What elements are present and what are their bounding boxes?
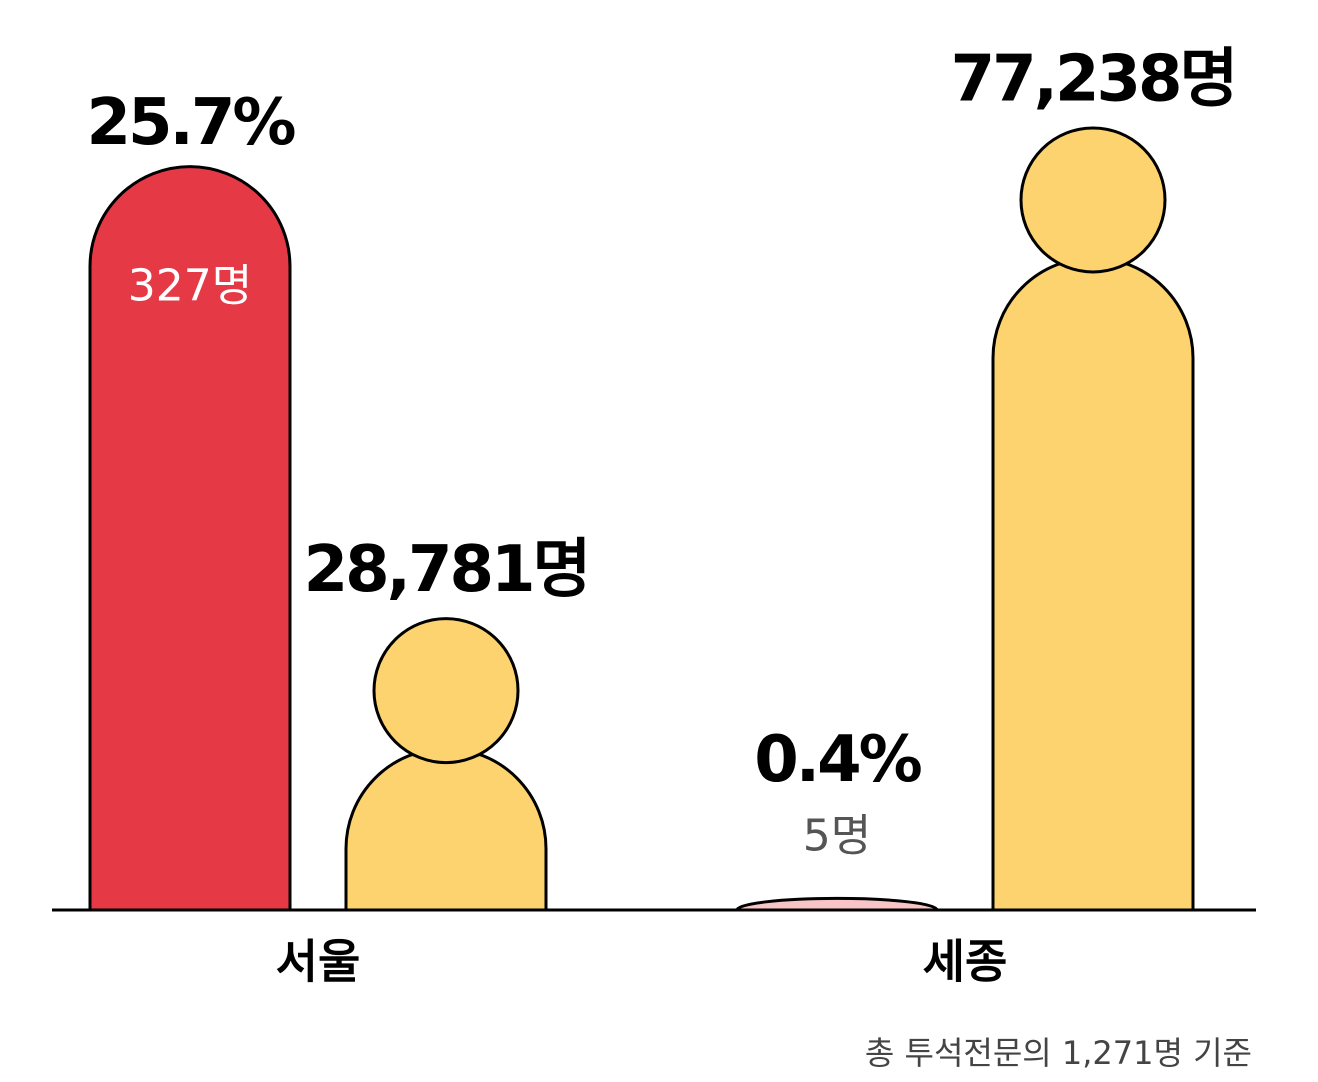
bar: [88, 165, 292, 910]
category-label: 세종: [923, 935, 1008, 989]
value-label: 28,781명: [304, 533, 589, 607]
count-label: 5명: [803, 810, 871, 861]
category-label: 서울: [276, 935, 361, 989]
person-head: [1019, 126, 1167, 274]
value-label: 77,238명: [951, 43, 1236, 117]
value-label: 0.4%: [754, 723, 921, 797]
person-head: [372, 617, 520, 765]
count-label: 327명: [128, 261, 252, 312]
note: 총 투석전문의 1,271명 기준: [865, 1034, 1252, 1072]
bar: [735, 896, 939, 911]
value-label: 25.7%: [86, 86, 295, 160]
person-body: [991, 256, 1195, 910]
person-body: [344, 747, 548, 910]
